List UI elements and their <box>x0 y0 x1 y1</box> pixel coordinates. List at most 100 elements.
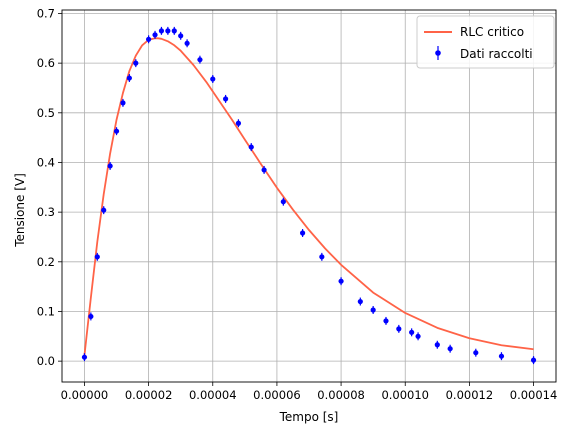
data-point-marker <box>107 163 113 169</box>
data-point-marker <box>261 167 267 173</box>
data-point <box>498 352 505 361</box>
data-point <box>126 74 132 83</box>
y-tick-label: 0.2 <box>37 255 55 269</box>
x-tick-label: 0.00008 <box>317 388 365 402</box>
data-point <box>409 328 415 337</box>
data-point-marker <box>210 76 216 82</box>
data-point <box>415 332 421 341</box>
data-point-marker <box>152 32 158 38</box>
y-axis-ticks: 0.0 0.1 0.2 0.3 0.4 0.5 0.6 0.7 <box>37 6 62 368</box>
series-line-rlc-critico <box>83 37 534 356</box>
y-tick-label: 0.0 <box>37 354 55 368</box>
data-point <box>357 297 363 306</box>
data-point-marker <box>319 254 325 260</box>
data-point-marker <box>383 318 389 324</box>
data-point <box>299 229 306 237</box>
data-point <box>197 55 203 64</box>
data-point-marker <box>434 342 440 348</box>
grid <box>62 10 556 382</box>
x-tick-label: 0.00000 <box>61 388 109 402</box>
data-point <box>338 277 344 286</box>
legend: RLC critico Dati raccolti <box>416 15 555 69</box>
data-point-marker <box>146 36 152 42</box>
data-point <box>447 344 453 353</box>
data-point-marker <box>370 307 376 313</box>
data-point-marker <box>178 33 184 39</box>
data-point-marker <box>120 100 126 106</box>
data-point <box>530 356 537 365</box>
series-line-layer <box>83 37 534 356</box>
data-point-marker <box>473 350 479 356</box>
data-point <box>152 30 158 39</box>
data-point-marker <box>235 120 242 126</box>
data-point <box>235 119 242 128</box>
data-point <box>280 197 286 206</box>
data-point <box>113 127 120 136</box>
data-point-marker <box>280 199 286 205</box>
y-tick-label: 0.7 <box>37 6 55 20</box>
data-point <box>396 324 402 333</box>
data-point-marker <box>415 333 421 339</box>
data-point-marker <box>165 28 171 34</box>
data-point-marker <box>338 278 344 284</box>
data-point <box>133 59 139 68</box>
x-tick-label: 0.00010 <box>381 388 429 402</box>
data-point-marker <box>94 254 100 260</box>
data-point-marker <box>197 57 203 63</box>
data-point <box>261 165 267 174</box>
data-point-marker <box>299 230 306 236</box>
series-points-layer <box>81 26 537 365</box>
y-tick-label: 0.4 <box>37 155 55 169</box>
data-point-marker <box>81 354 88 360</box>
x-tick-label: 0.00002 <box>125 388 173 402</box>
data-point-marker <box>184 40 190 46</box>
data-point-marker <box>447 346 453 352</box>
data-point <box>81 353 88 362</box>
data-point <box>473 348 479 357</box>
x-axis-ticks: 0.00000 0.00002 0.00004 0.00006 0.00008 0.000… <box>61 382 558 402</box>
legend-point-swatch <box>435 50 441 56</box>
data-point-marker <box>133 60 139 66</box>
data-point <box>222 94 229 103</box>
data-point <box>178 31 184 40</box>
data-point <box>171 26 177 35</box>
data-point <box>146 35 152 44</box>
data-point-marker <box>409 329 415 335</box>
data-point <box>101 206 107 215</box>
data-point <box>248 143 254 152</box>
data-point <box>94 252 100 261</box>
data-point-marker <box>171 28 177 34</box>
data-point-marker <box>357 298 363 305</box>
data-point <box>88 312 94 321</box>
data-point <box>184 39 190 48</box>
x-tick-label: 0.00012 <box>446 388 494 402</box>
data-point-marker <box>126 75 132 81</box>
data-point-marker <box>88 313 94 320</box>
x-tick-label: 0.00014 <box>510 388 558 402</box>
data-point-marker <box>158 28 165 34</box>
x-tick-label: 0.00004 <box>189 388 237 402</box>
data-point <box>210 75 216 84</box>
y-axis-label: Tensione [V] <box>13 173 27 248</box>
data-point <box>107 161 113 170</box>
data-point-marker <box>530 357 537 363</box>
legend-box <box>416 15 555 69</box>
legend-label-points: Dati raccolti <box>460 47 533 61</box>
x-axis-label: Tempo [s] <box>279 410 339 424</box>
data-point-marker <box>248 144 254 150</box>
data-point <box>120 98 126 107</box>
plot-frame <box>61 9 557 383</box>
data-point <box>165 26 171 35</box>
data-point <box>319 252 325 261</box>
data-point-marker <box>222 96 229 102</box>
y-tick-label: 0.3 <box>37 205 55 219</box>
legend-label-line: RLC critico <box>460 25 524 39</box>
data-point-marker <box>396 326 402 332</box>
data-point-marker <box>101 207 107 213</box>
y-tick-label: 0.5 <box>37 106 55 120</box>
data-point <box>158 26 165 35</box>
data-point <box>383 316 389 325</box>
y-tick-label: 0.1 <box>37 304 55 318</box>
